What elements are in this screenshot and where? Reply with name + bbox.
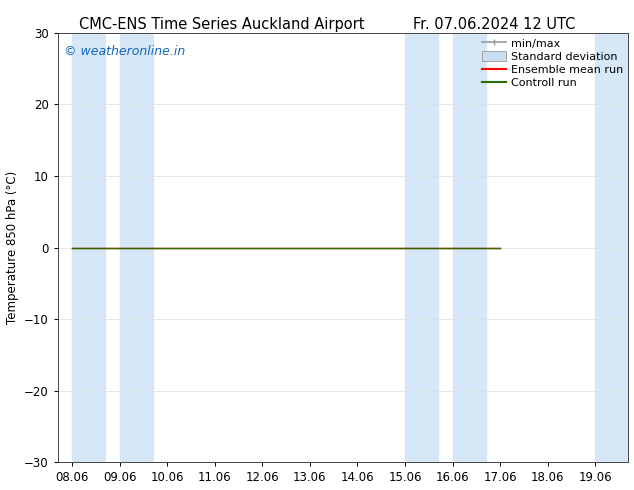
Y-axis label: Temperature 850 hPa (°C): Temperature 850 hPa (°C) — [6, 171, 18, 324]
Bar — [595, 33, 628, 463]
Bar — [405, 33, 438, 463]
Bar — [453, 33, 486, 463]
Text: © weatheronline.in: © weatheronline.in — [63, 46, 185, 58]
Bar — [72, 33, 105, 463]
Text: CMC-ENS Time Series Auckland Airport: CMC-ENS Time Series Auckland Airport — [79, 17, 365, 32]
Legend: min/max, Standard deviation, Ensemble mean run, Controll run: min/max, Standard deviation, Ensemble me… — [479, 36, 625, 91]
Bar — [120, 33, 153, 463]
Text: Fr. 07.06.2024 12 UTC: Fr. 07.06.2024 12 UTC — [413, 17, 576, 32]
